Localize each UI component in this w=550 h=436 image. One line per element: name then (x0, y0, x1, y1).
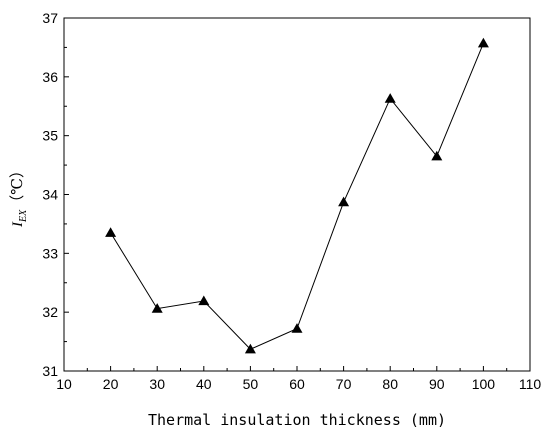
data-point-marker (244, 343, 256, 354)
y-axis-title: IEX（℃） (9, 163, 29, 228)
data-point-marker (431, 150, 443, 161)
y-tick-label: 32 (42, 304, 58, 320)
data-point-marker (291, 323, 303, 333)
x-tick-label: 40 (196, 376, 212, 392)
y-tick-label: 35 (42, 128, 58, 144)
y-tick-label: 37 (42, 10, 58, 26)
data-point-marker (477, 37, 489, 48)
y-axis-ticks: 31 32 33 34 35 36 37 (42, 10, 69, 379)
data-point-marker (384, 93, 396, 103)
data-point-marker (105, 227, 117, 237)
series-line (110, 43, 484, 350)
data-point-marker (338, 196, 350, 207)
y-tick-label: 33 (42, 245, 58, 261)
y-tick-label: 31 (42, 363, 58, 379)
x-tick-label: 10 (56, 376, 72, 392)
x-tick-label: 30 (149, 376, 165, 392)
x-tick-label: 110 (519, 376, 542, 392)
x-tick-label: 60 (289, 376, 305, 392)
x-tick-label: 50 (243, 376, 259, 392)
x-tick-label: 90 (429, 376, 445, 392)
x-tick-label: 70 (336, 376, 352, 392)
data-point-marker (151, 303, 163, 313)
data-point-marker (198, 295, 210, 306)
x-axis-title: Thermal insulation thickness (mm) (148, 411, 446, 429)
y-axis-subscript: EX (18, 209, 29, 223)
y-axis-unit: （℃） (9, 163, 26, 210)
y-tick-label: 36 (42, 69, 58, 85)
y-axis-symbol: I (10, 221, 26, 228)
series-group (105, 37, 489, 354)
x-tick-label: 20 (103, 376, 119, 392)
x-tick-label: 100 (472, 376, 496, 392)
x-tick-label: 80 (382, 376, 398, 392)
x-axis-ticks: 10 20 30 40 50 60 70 80 90 100 110 (56, 366, 541, 392)
y-tick-label: 34 (42, 187, 58, 203)
plot-frame (63, 17, 531, 372)
